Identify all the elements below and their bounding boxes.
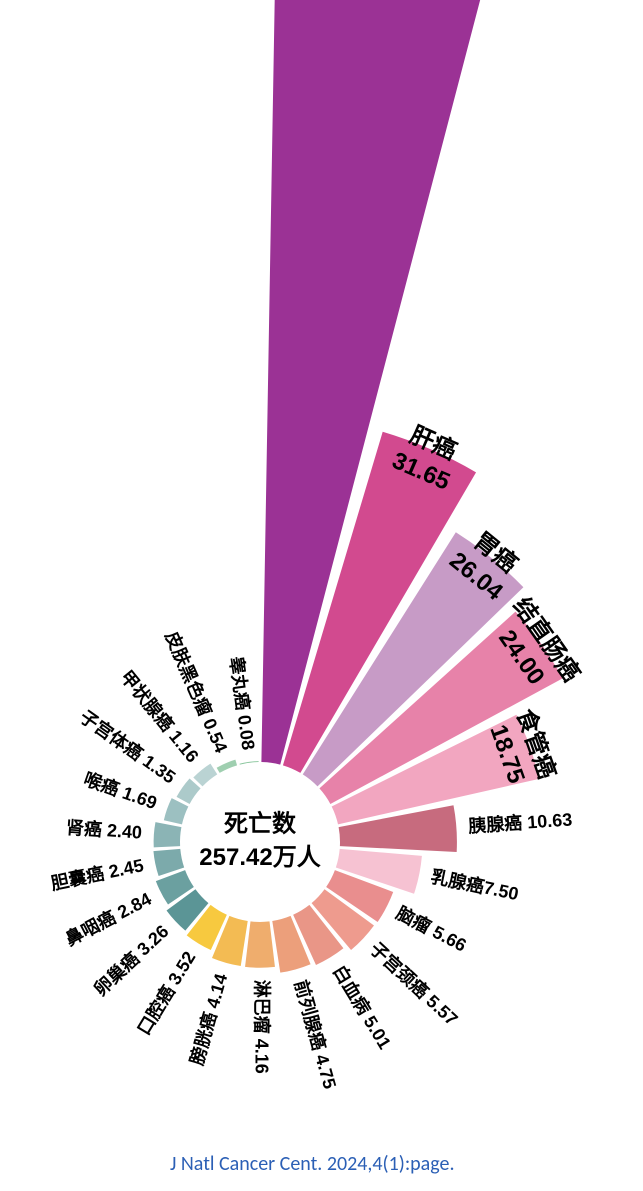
slice-label-膀胱癌: 膀胱癌 4.14 [185,971,231,1068]
slice-子宫体癌 [177,778,201,803]
slice-label-胆囊癌: 胆囊癌 2.45 [48,854,145,894]
svg-text:喉癌 1.69: 喉癌 1.69 [81,768,160,813]
slice-label-睾丸癌: 睾丸癌 0.08 [226,655,260,751]
slice-甲状腺癌 [193,764,217,787]
slice-label-肾癌: 肾癌 2.40 [65,817,142,843]
slice-label-前列腺癌: 前列腺癌 4.75 [290,978,340,1092]
slice-肾癌 [154,822,182,847]
svg-text:胆囊癌 2.45: 胆囊癌 2.45 [48,854,145,894]
svg-text:肾癌 2.40: 肾癌 2.40 [65,817,142,843]
svg-text:睾丸癌 0.08: 睾丸癌 0.08 [226,655,260,751]
svg-text:前列腺癌 4.75: 前列腺癌 4.75 [290,978,340,1092]
slice-label-脑瘤: 脑瘤 5.66 [393,902,470,956]
slice-皮肤黑色瘤 [217,760,237,773]
svg-text:子宫颈癌 5.57: 子宫颈癌 5.57 [366,938,462,1030]
slice-label-白血病: 白血病 5.01 [329,961,396,1052]
slice-喉癌 [164,798,189,824]
slice-label-喉癌: 喉癌 1.69 [81,768,160,813]
citation-text: J Natl Cancer Cent. 2024,4(1):page. [170,1152,455,1176]
svg-text:淋巴瘤 4.16: 淋巴瘤 4.16 [251,980,272,1074]
slice-label-乳腺癌: 乳腺癌7.50 [429,866,520,905]
svg-text:白血病 5.01: 白血病 5.01 [329,961,396,1052]
slice-label-淋巴瘤: 淋巴瘤 4.16 [251,980,272,1074]
svg-text:胰腺癌 10.63: 胰腺癌 10.63 [467,808,573,836]
center-label-line2: 257.42万人 [199,844,320,871]
chart-svg: 肺癌73.33肝癌31.65胃癌26.04结直肠癌24.00食管癌18.75胰腺… [0,0,643,1191]
svg-text:脑瘤 5.66: 脑瘤 5.66 [393,902,470,956]
center-label-line1: 死亡数 [224,810,297,838]
slice-label-子宫颈癌: 子宫颈癌 5.57 [366,938,462,1030]
slice-label-胰腺癌: 胰腺癌 10.63 [467,808,573,836]
svg-text:膀胱癌 4.14: 膀胱癌 4.14 [185,971,231,1068]
svg-text:乳腺癌7.50: 乳腺癌7.50 [429,866,520,905]
slice-胆囊癌 [153,849,184,876]
slice-淋巴瘤 [245,921,275,967]
slice-睾丸癌 [240,761,259,764]
radial-bar-chart: 肺癌73.33肝癌31.65胃癌26.04结直肠癌24.00食管癌18.75胰腺… [0,0,643,1191]
